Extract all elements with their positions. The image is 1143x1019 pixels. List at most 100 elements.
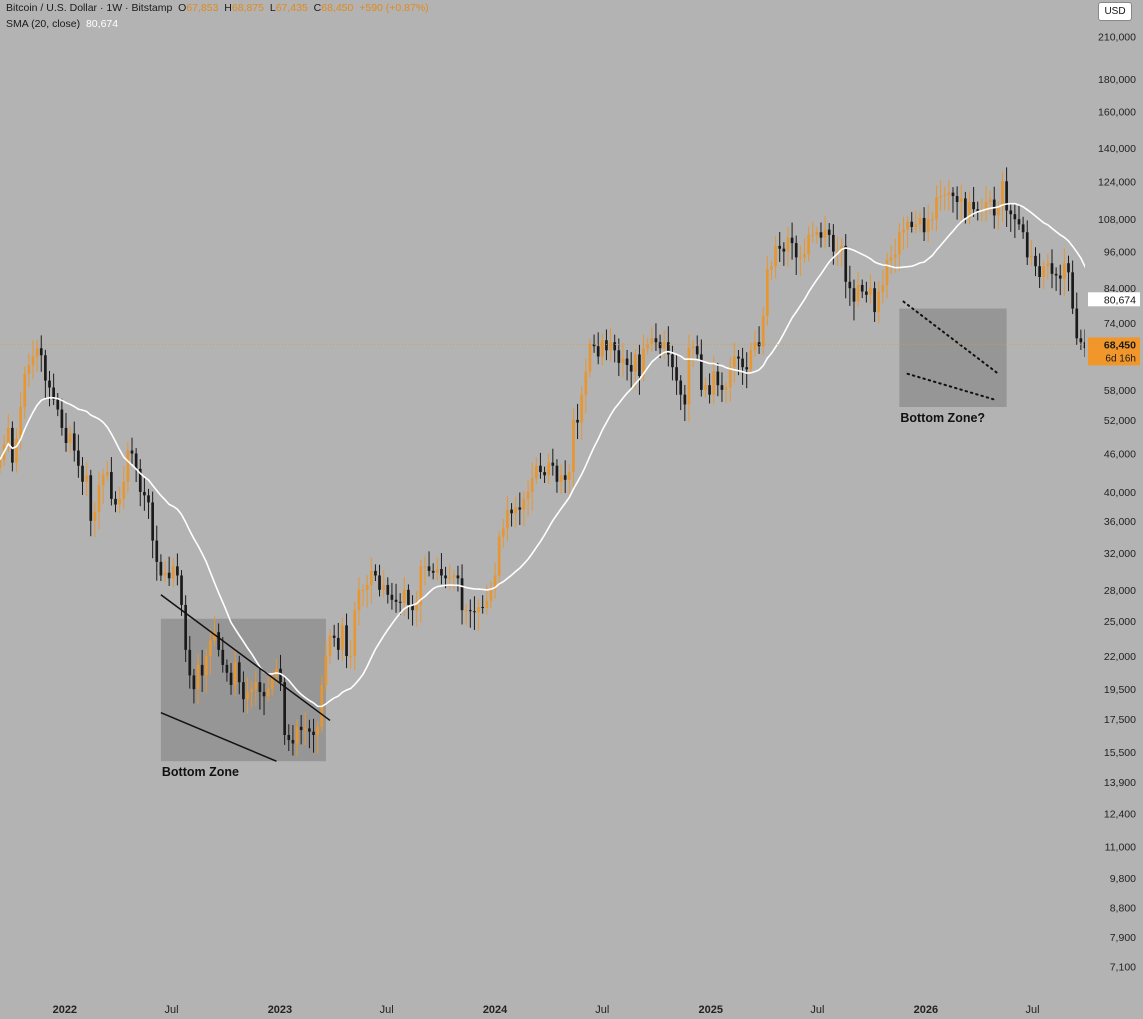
candle-body xyxy=(221,649,225,665)
candle-body xyxy=(176,566,179,576)
candle-body xyxy=(93,511,97,521)
candle-body xyxy=(926,219,930,233)
candle-body xyxy=(732,356,736,368)
candle-body xyxy=(922,217,926,233)
candle-body xyxy=(613,342,617,351)
candle-body xyxy=(97,485,101,512)
dotted-trend-line[interactable] xyxy=(906,372,996,401)
candle-body xyxy=(200,664,204,676)
candle-body xyxy=(452,575,456,578)
candle-body xyxy=(625,358,629,366)
currency-badge[interactable]: USD xyxy=(1098,2,1132,21)
candle-body xyxy=(369,570,373,585)
candle-body xyxy=(563,475,567,480)
candle-body xyxy=(844,245,848,282)
candle-body xyxy=(279,668,282,683)
candle-body xyxy=(943,194,947,197)
candle-body xyxy=(737,356,740,359)
candle-body xyxy=(374,570,377,576)
candle-body xyxy=(89,475,93,521)
candle-body xyxy=(510,509,513,514)
y-tick-label: 19,500 xyxy=(1104,684,1136,696)
candle-body xyxy=(77,450,80,466)
candle-body xyxy=(774,245,777,267)
candle-body xyxy=(209,640,212,657)
change-value: +590 (+0.87%) xyxy=(359,2,429,14)
candle-body xyxy=(295,726,299,744)
y-tick-label: 96,000 xyxy=(1104,247,1136,259)
indicator-legend[interactable]: SMA (20, close) 80,674 xyxy=(6,18,118,30)
dotted-trend-line[interactable] xyxy=(902,300,1000,375)
candle-body xyxy=(666,342,670,355)
candle-body xyxy=(770,266,773,270)
candle-body xyxy=(444,575,447,579)
candle-body xyxy=(815,232,819,235)
candle-body xyxy=(64,427,68,443)
candle-body xyxy=(832,234,835,252)
candle-body xyxy=(827,229,831,235)
y-tick-label: 58,000 xyxy=(1104,385,1136,397)
bottom-zone-box[interactable] xyxy=(899,308,1007,407)
candle-body xyxy=(1034,255,1037,267)
x-tick-label: 2022 xyxy=(53,1004,77,1016)
candle-body xyxy=(353,610,357,657)
candle-body xyxy=(23,373,27,407)
candle-body xyxy=(988,199,992,202)
candle-body xyxy=(1017,219,1021,225)
candle-body xyxy=(473,611,476,613)
candle-body xyxy=(382,584,386,590)
candle-body xyxy=(765,269,769,316)
y-tick-label: 28,000 xyxy=(1104,585,1136,597)
candle-body xyxy=(518,507,522,510)
candle-body xyxy=(712,371,716,395)
low-label: L xyxy=(269,2,276,14)
trend-line[interactable] xyxy=(160,711,277,762)
y-tick-label: 108,000 xyxy=(1098,214,1136,226)
candle-body xyxy=(365,584,369,590)
trend-line[interactable] xyxy=(160,594,331,722)
candle-body xyxy=(266,689,270,697)
open-label: O xyxy=(178,2,187,14)
candle-body xyxy=(361,589,365,591)
candle-body xyxy=(889,257,893,261)
candle-body xyxy=(605,340,608,351)
candle-body xyxy=(906,221,909,230)
candle-body xyxy=(893,254,897,258)
candle-body xyxy=(811,234,815,236)
candle-body xyxy=(836,251,839,253)
candle-body xyxy=(860,284,864,292)
candle-body xyxy=(31,356,35,366)
candle-body xyxy=(501,528,505,537)
candle-body xyxy=(143,491,146,496)
candle-body xyxy=(506,509,509,529)
candle-body xyxy=(460,578,464,611)
candle-body xyxy=(638,354,641,377)
candle-body xyxy=(691,346,695,349)
candle-body xyxy=(481,607,485,609)
indicator-label: SMA (20, close) xyxy=(6,18,81,30)
candle-body xyxy=(1042,266,1046,278)
candle-body xyxy=(1079,338,1083,343)
candle-body xyxy=(225,664,229,673)
candle-body xyxy=(530,478,534,492)
candle-body xyxy=(873,288,876,313)
candle-body xyxy=(881,284,885,292)
high-value: 68,875 xyxy=(231,2,264,14)
candle-body xyxy=(964,198,967,218)
candle-body xyxy=(580,394,584,423)
candle-body xyxy=(617,350,621,363)
y-tick-label: 7,100 xyxy=(1110,962,1136,974)
y-tick-label: 180,000 xyxy=(1098,74,1136,86)
candle-body xyxy=(807,234,810,255)
candle-body xyxy=(819,232,823,238)
candle-body xyxy=(151,502,154,541)
y-axis: 210,000 180,000 160,000 140,000 124,000 108,0… xyxy=(1085,0,1143,1019)
candle-body xyxy=(1021,224,1025,233)
candle-body xyxy=(869,288,872,295)
candle-body xyxy=(716,371,720,386)
candle-body xyxy=(48,380,51,388)
y-tick-label: 11,000 xyxy=(1105,841,1136,853)
candle-body xyxy=(477,607,480,613)
candle-body xyxy=(349,656,353,658)
